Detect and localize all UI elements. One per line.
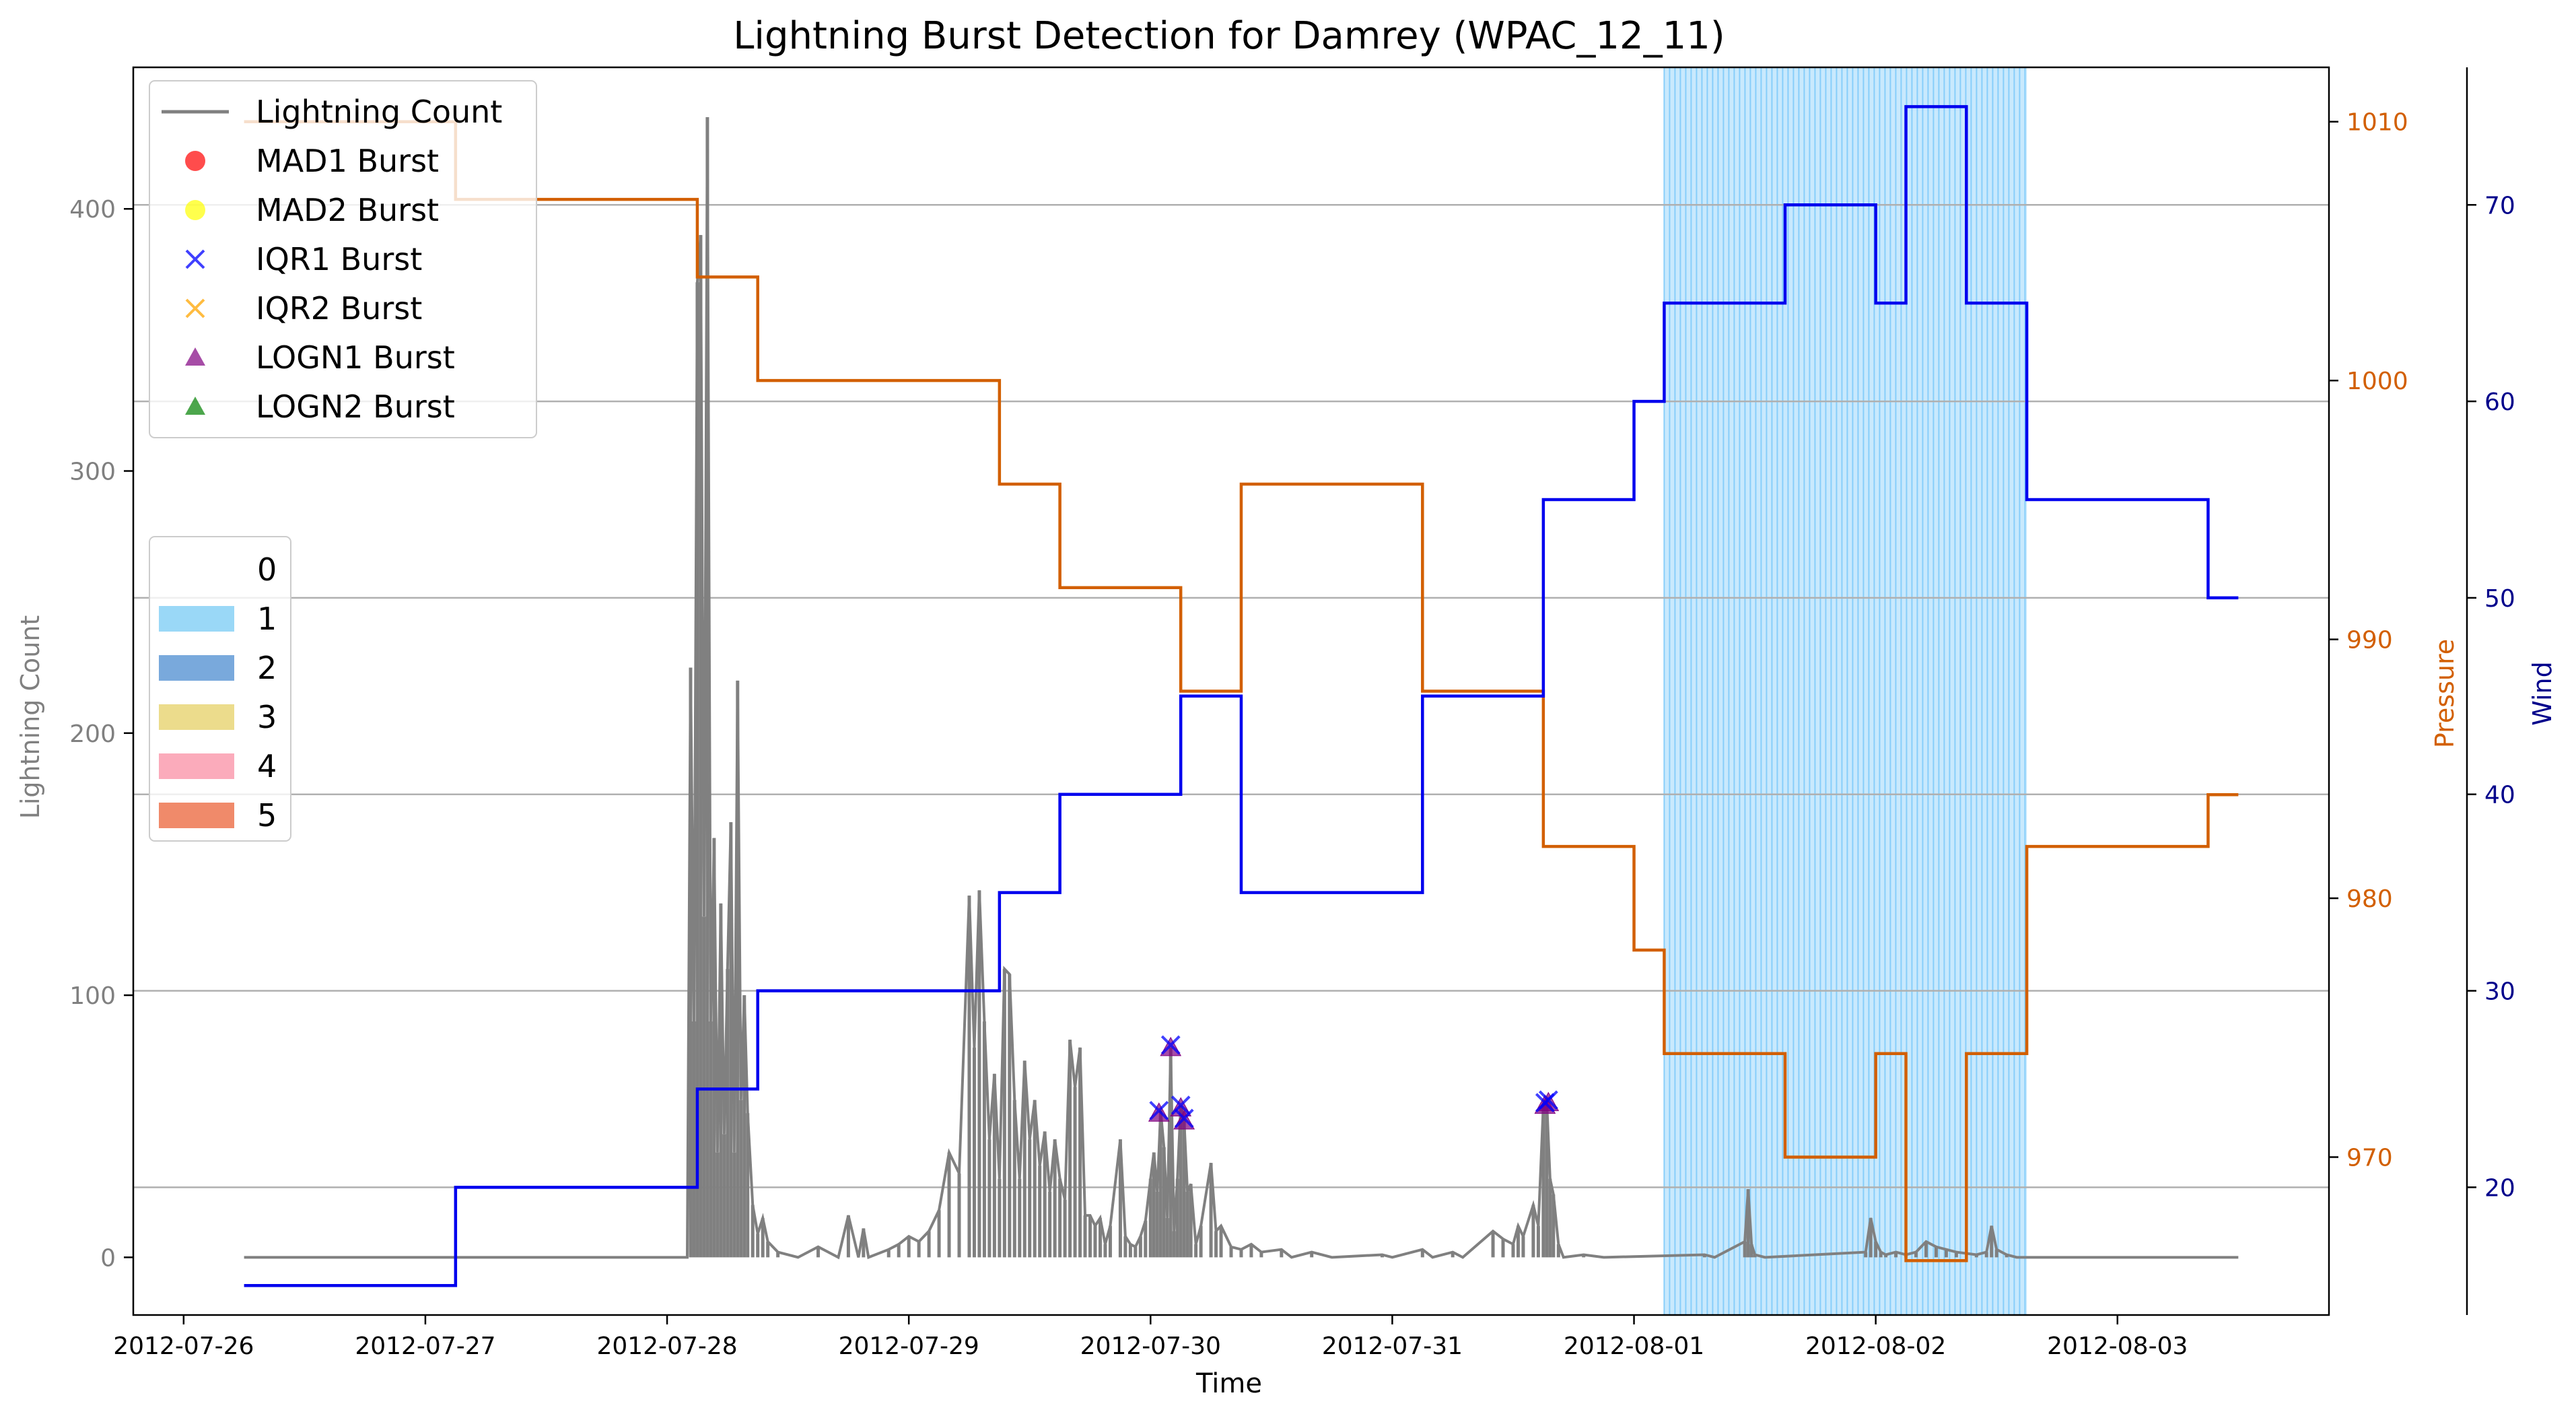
plot-frame xyxy=(132,66,2330,1316)
lightning-line xyxy=(244,116,2239,1260)
iqr1-burst-marker xyxy=(1149,1100,1169,1120)
left-axis-ticks: 0 100 200 300 400 xyxy=(69,196,133,1272)
category-legend: 0 1 2 3 4 5 xyxy=(149,536,291,842)
category-swatch xyxy=(159,704,234,730)
legend-entry-label: MAD1 Burst xyxy=(256,143,439,179)
category-label: 3 xyxy=(257,699,277,735)
burst-markers xyxy=(1148,1035,1560,1130)
category-label: 0 xyxy=(257,551,277,588)
iqr1-burst-marker xyxy=(1174,1108,1194,1128)
legend-swatch-triangle xyxy=(185,397,205,415)
pressure-tick-label: 970 xyxy=(2346,1144,2393,1172)
left-tick-label: 400 xyxy=(69,196,116,224)
pressure-tick-label: 980 xyxy=(2346,885,2393,913)
series-legend-box xyxy=(149,80,537,438)
wind-axis-label: Wind xyxy=(2528,661,2557,726)
left-tick-label: 100 xyxy=(69,982,116,1010)
chart-title: Lightning Burst Detection for Damrey (WP… xyxy=(733,14,1725,58)
category-swatch xyxy=(159,803,234,828)
category-label: 5 xyxy=(257,797,277,834)
left-axis-label: Lightning Count xyxy=(15,615,45,819)
x-tick-label: 2012-07-29 xyxy=(839,1333,979,1360)
axes xyxy=(132,66,2468,1316)
left-tick-label: 0 xyxy=(100,1244,116,1272)
iqr1-burst-marker xyxy=(1171,1095,1191,1115)
wind-tick-label: 20 xyxy=(2484,1174,2515,1202)
pressure-line xyxy=(244,120,2239,1262)
shaded-region xyxy=(1663,67,2027,1315)
wind-tick-label: 50 xyxy=(2484,585,2515,613)
x-tick-label: 2012-08-01 xyxy=(1564,1333,1704,1360)
legend-entry-label: IQR2 Burst xyxy=(256,290,422,327)
iqr1-burst-marker xyxy=(1160,1035,1181,1055)
x-axis-ticks: 2012-07-26 2012-07-27 2012-07-28 2012-07-29… xyxy=(113,1315,2188,1360)
iqr1-burst-marker xyxy=(1538,1090,1558,1110)
pressure-tick-label: 1010 xyxy=(2346,109,2408,137)
pressure-tick-label: 990 xyxy=(2346,627,2393,654)
legend-swatch-triangle xyxy=(185,347,205,366)
pressure-tick-label: 1000 xyxy=(2346,368,2408,395)
legend-swatch-circle xyxy=(185,200,205,220)
wind-series xyxy=(244,105,2239,1287)
category-label: 4 xyxy=(257,748,277,784)
category-label: 1 xyxy=(257,601,277,637)
legend-entry-label: LOGN2 Burst xyxy=(256,389,455,425)
x-tick-label: 2012-07-27 xyxy=(355,1333,495,1360)
category-swatch xyxy=(159,606,234,632)
x-axis-label: Time xyxy=(1195,1368,1262,1399)
wind-tick-label: 30 xyxy=(2484,978,2515,1006)
category-swatch xyxy=(159,753,234,779)
legend-entry-label: LOGN1 Burst xyxy=(256,339,455,376)
x-tick-label: 2012-07-30 xyxy=(1080,1333,1221,1360)
x-tick-label: 2012-07-26 xyxy=(113,1333,254,1360)
x-tick-label: 2012-07-28 xyxy=(596,1333,737,1360)
category-swatch xyxy=(159,655,234,681)
pressure-axis-ticks: 970 980 990 1000 1010 xyxy=(2329,109,2408,1172)
wind-tick-label: 70 xyxy=(2484,192,2515,220)
category-swatch xyxy=(159,557,234,582)
pressure-axis-label: Pressure xyxy=(2430,639,2460,748)
wind-tick-label: 60 xyxy=(2484,389,2515,416)
left-tick-label: 200 xyxy=(69,720,116,748)
series-legend: Lightning Count MAD1 Burst MAD2 Burst IQR1 … xyxy=(149,80,537,438)
legend-entry-label: MAD2 Burst xyxy=(256,192,439,228)
wind-line xyxy=(244,105,2239,1287)
pressure-series xyxy=(244,120,2239,1262)
legend-entry-label: IQR1 Burst xyxy=(256,241,422,277)
legend-swatch-x xyxy=(185,298,205,318)
x-tick-label: 2012-08-02 xyxy=(1805,1333,1946,1360)
wind-tick-label: 40 xyxy=(2484,782,2515,809)
lightning-series xyxy=(244,116,2239,1260)
category-label: 2 xyxy=(257,650,277,686)
wind-axis-ticks: 20 30 40 50 60 70 xyxy=(2467,192,2515,1202)
legend-swatch-x xyxy=(185,249,205,269)
left-tick-label: 300 xyxy=(69,459,116,486)
legend-entry-label: Lightning Count xyxy=(256,94,502,130)
legend-swatch-circle xyxy=(185,151,205,171)
x-tick-label: 2012-08-03 xyxy=(2047,1333,2188,1360)
x-tick-label: 2012-07-31 xyxy=(1322,1333,1463,1360)
